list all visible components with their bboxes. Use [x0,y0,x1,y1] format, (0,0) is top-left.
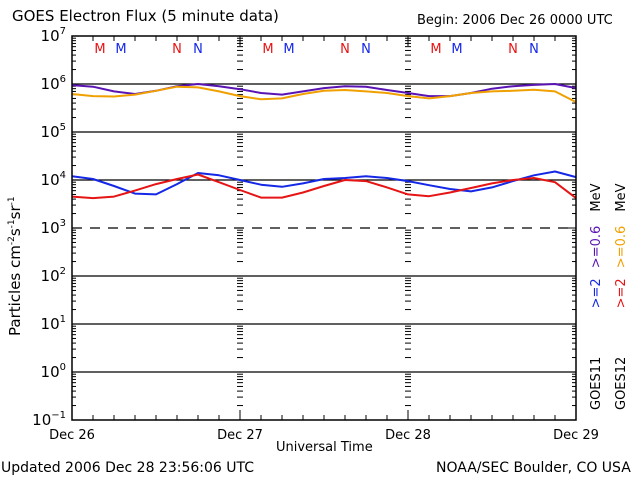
x-tick-label: Dec 26 [49,428,95,443]
legend-goes12: GOES12 >=2 >=0.6 MeV [614,183,629,410]
legend-goes11-unit: MeV [589,183,604,212]
begin-time: Begin: 2006 Dec 26 0000 UTC [417,13,613,28]
y-tick-label: 100 [41,362,66,381]
local-time-marker: N [172,42,182,57]
local-time-marker: M [283,42,294,57]
y-tick-label: 102 [41,266,66,285]
legend-goes12-unit: MeV [614,183,629,212]
legend-goes11-high: >=0.6 [589,225,604,269]
legend-goes12-satellite: GOES12 [614,356,629,410]
local-time-marker: M [451,42,462,57]
legend-goes12-low: >=2 [614,278,629,309]
y-axis-label: Particles cm-2s-1sr-1 [6,196,24,336]
credit-text: NOAA/SEC Boulder, CO USA [436,460,631,476]
updated-timestamp: Updated 2006 Dec 28 23:56:06 UTC [1,460,255,476]
legend-goes11: GOES11 >=2 >=0.6 MeV [589,183,604,410]
local-time-marker: N [529,42,539,57]
plot-frame [71,35,577,421]
x-axis-label: Universal Time [276,440,373,455]
local-time-marker: N [361,42,371,57]
y-tick-label: 101 [41,314,66,333]
y-tick-label: 10−1 [32,410,66,429]
x-tick-label: Dec 27 [217,428,263,443]
y-tick-label: 104 [41,170,66,189]
x-tick-label: Dec 28 [385,428,431,443]
y-tick-label: 105 [41,122,66,141]
local-time-marker: N [193,42,203,57]
x-tick-label: Dec 29 [553,428,599,443]
legend-goes11-satellite: GOES11 [589,356,604,410]
local-time-marker: M [115,42,126,57]
local-time-marker: N [508,42,518,57]
y-tick-label: 106 [41,74,66,93]
local-time-marker: M [430,42,441,57]
legend-goes12-high: >=0.6 [614,225,629,269]
y-tick-label: 107 [41,26,66,45]
local-time-marker: M [94,42,105,57]
legend-goes11-low: >=2 [589,278,604,309]
y-axis-label-text: Particles cm-2s-1sr-1 [6,196,24,336]
chart-title: GOES Electron Flux (5 minute data) [12,7,279,25]
y-tick-label: 103 [41,218,66,237]
local-time-marker: N [340,42,350,57]
local-time-marker: M [262,42,273,57]
